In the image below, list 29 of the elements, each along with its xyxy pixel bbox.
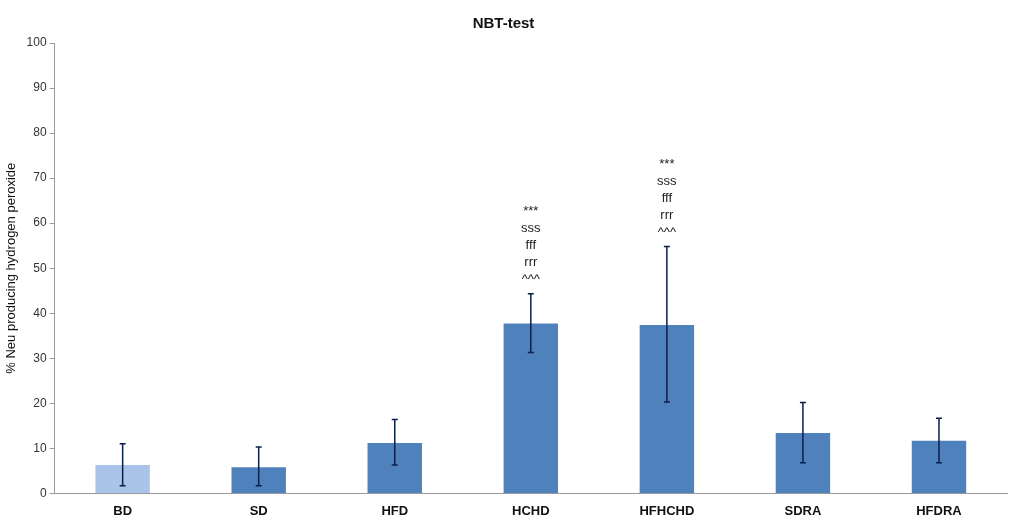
bar: [503, 323, 559, 493]
y-tick-label: 100: [26, 35, 47, 50]
y-tick-label: 10: [33, 440, 47, 455]
x-tick-label: SDRA: [784, 502, 822, 518]
y-tick-label: 0: [39, 485, 47, 500]
bar: [775, 433, 831, 493]
y-tick-label: 20: [33, 395, 47, 410]
x-tick-label: SD: [249, 502, 268, 518]
chart-title: NBT-test: [472, 14, 535, 32]
x-tick-label: HFHCHD: [639, 502, 695, 518]
bar: [911, 440, 967, 493]
y-tick-label: 80: [33, 125, 47, 140]
x-tick-label: HFDRA: [916, 502, 963, 518]
bar: [231, 467, 286, 493]
x-tick-label: BD: [113, 502, 133, 518]
y-axis-title: % Neu producing hydrogen peroxide: [3, 162, 19, 374]
y-tick-label: 50: [33, 260, 47, 275]
y-tick-label: 90: [33, 80, 47, 95]
y-tick-label: 40: [33, 305, 47, 320]
x-tick-label: HFD: [381, 502, 409, 518]
annotation: *** sss fff rrr ^^^: [657, 155, 678, 239]
x-tick-label: HCHD: [512, 502, 550, 518]
bar: [95, 465, 150, 493]
annotation: *** sss fff rrr ^^^: [521, 202, 542, 286]
y-tick-label: 70: [33, 170, 47, 185]
y-tick-label: 30: [33, 350, 47, 365]
bar: [639, 324, 695, 493]
bar: [367, 442, 422, 493]
y-tick-label: 60: [33, 215, 47, 230]
